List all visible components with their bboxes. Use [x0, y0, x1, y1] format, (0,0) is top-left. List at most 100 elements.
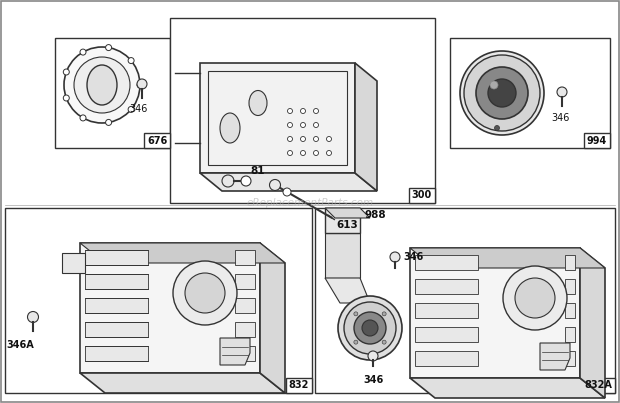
Circle shape [288, 108, 293, 114]
Text: 300: 300 [412, 191, 432, 201]
Polygon shape [580, 248, 605, 398]
Circle shape [382, 340, 386, 344]
Circle shape [503, 266, 567, 330]
Bar [144, 133, 170, 148]
Circle shape [64, 47, 140, 123]
Circle shape [354, 312, 386, 344]
Circle shape [301, 150, 306, 156]
Circle shape [80, 115, 86, 121]
Circle shape [288, 123, 293, 127]
Bar [415, 255, 478, 270]
Circle shape [270, 179, 280, 191]
Circle shape [80, 49, 86, 55]
Bar [235, 346, 255, 361]
Bar [415, 303, 478, 318]
Polygon shape [325, 208, 370, 218]
Text: 676: 676 [147, 135, 167, 145]
Bar [170, 18, 435, 203]
Polygon shape [410, 248, 605, 268]
Bar [85, 346, 148, 361]
Circle shape [314, 137, 319, 141]
Bar [415, 279, 478, 294]
Circle shape [63, 95, 69, 101]
Circle shape [390, 252, 400, 262]
Circle shape [354, 340, 358, 344]
Polygon shape [200, 63, 355, 173]
Circle shape [74, 57, 130, 113]
Circle shape [464, 55, 540, 131]
Polygon shape [410, 248, 580, 378]
Ellipse shape [87, 65, 117, 105]
Text: 346: 346 [363, 375, 383, 385]
Circle shape [105, 119, 112, 125]
Text: 346: 346 [403, 252, 423, 262]
Circle shape [283, 188, 291, 196]
Bar [235, 250, 255, 265]
Polygon shape [80, 373, 285, 393]
Text: 832A: 832A [584, 380, 612, 391]
Circle shape [557, 87, 567, 97]
Polygon shape [325, 278, 370, 303]
Circle shape [173, 261, 237, 325]
Polygon shape [80, 243, 260, 373]
Ellipse shape [249, 91, 267, 116]
Bar [415, 351, 478, 366]
Bar [409, 188, 435, 203]
Circle shape [515, 278, 555, 318]
Circle shape [288, 137, 293, 141]
Circle shape [137, 79, 147, 89]
Circle shape [344, 302, 396, 354]
Circle shape [128, 58, 134, 64]
Circle shape [490, 81, 498, 89]
Bar [584, 133, 610, 148]
Polygon shape [80, 243, 285, 263]
Circle shape [105, 45, 112, 51]
Circle shape [314, 150, 319, 156]
Bar [85, 274, 148, 289]
Bar [55, 38, 170, 148]
Circle shape [301, 108, 306, 114]
Circle shape [185, 273, 225, 313]
Circle shape [362, 320, 378, 336]
Text: 346: 346 [130, 104, 148, 114]
Polygon shape [325, 233, 360, 278]
Bar [450, 38, 610, 148]
Circle shape [301, 137, 306, 141]
Bar [565, 327, 575, 342]
Bar [286, 378, 312, 393]
Circle shape [476, 67, 528, 119]
Text: 832: 832 [289, 380, 309, 391]
Circle shape [27, 312, 38, 322]
Text: 346A: 346A [6, 340, 34, 350]
Bar [85, 250, 148, 265]
Text: 988: 988 [364, 210, 386, 220]
Bar [581, 378, 615, 393]
Text: 346: 346 [551, 113, 569, 123]
Circle shape [354, 312, 358, 316]
Circle shape [488, 79, 516, 107]
Polygon shape [540, 343, 570, 370]
Circle shape [368, 351, 378, 361]
Bar [85, 322, 148, 337]
Circle shape [128, 106, 134, 112]
Polygon shape [200, 173, 377, 191]
Bar [235, 322, 255, 337]
Polygon shape [325, 208, 360, 233]
Polygon shape [355, 63, 377, 191]
Text: 613: 613 [336, 220, 358, 231]
Circle shape [288, 150, 293, 156]
Circle shape [495, 125, 500, 131]
Polygon shape [410, 378, 605, 398]
Bar [235, 298, 255, 313]
Circle shape [460, 51, 544, 135]
Circle shape [137, 82, 143, 88]
Bar [565, 279, 575, 294]
Text: 81: 81 [250, 166, 265, 176]
Ellipse shape [220, 113, 240, 143]
Bar [5, 208, 312, 393]
Circle shape [327, 150, 332, 156]
Bar [565, 255, 575, 270]
Circle shape [314, 123, 319, 127]
Bar [565, 303, 575, 318]
Bar [208, 71, 347, 165]
